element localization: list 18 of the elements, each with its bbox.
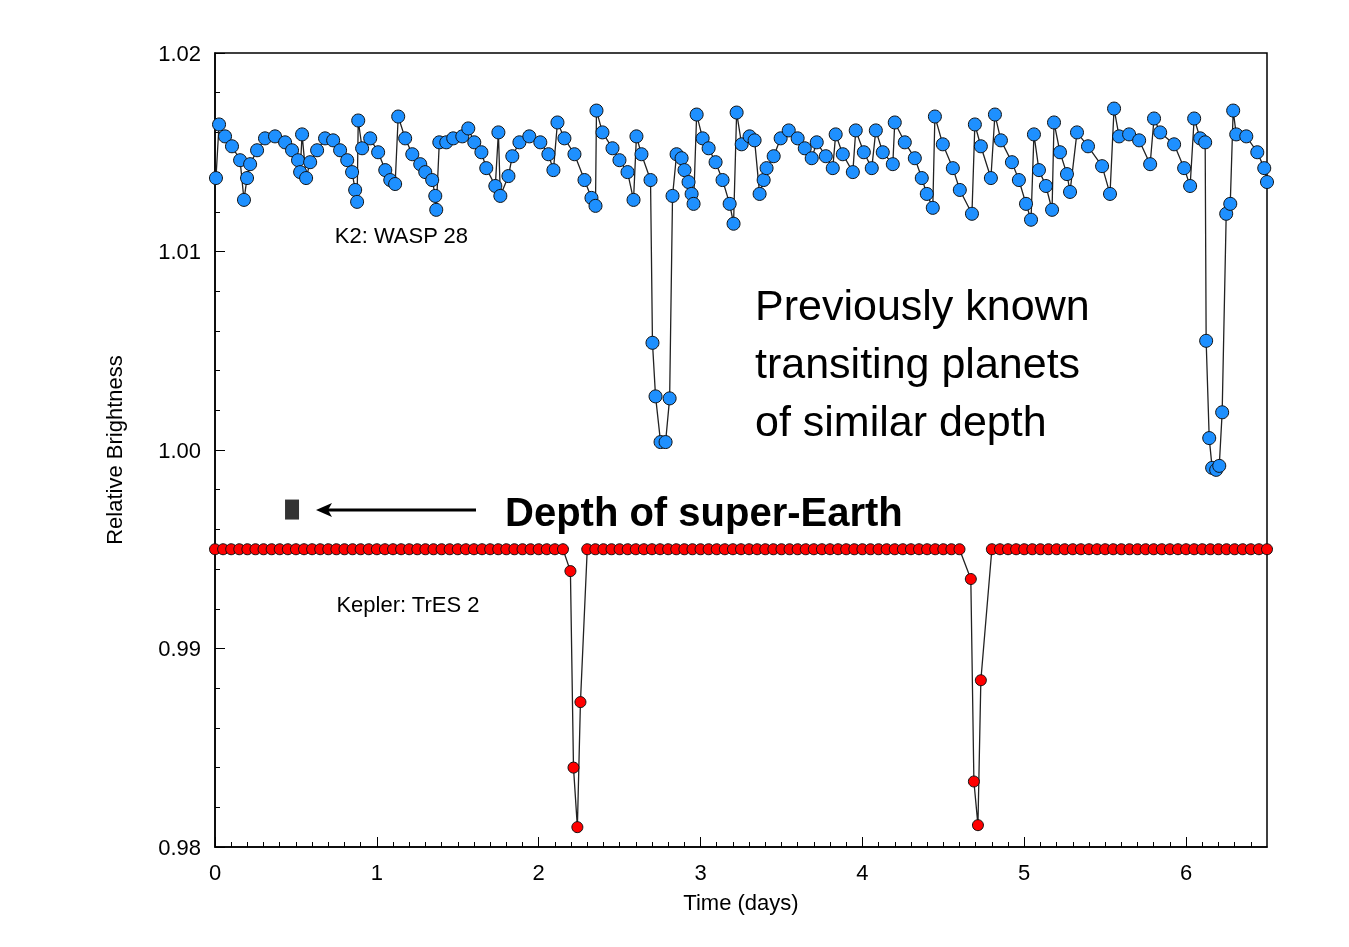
x-tick-label: 5 [1018, 859, 1031, 885]
annotation: Depth of super-Earth [505, 490, 903, 534]
x-tick-label: 1 [370, 859, 383, 885]
y-tick-label: 0.98 [158, 834, 201, 860]
x-tick-label: 2 [532, 859, 545, 885]
y-tick-label: 0.99 [158, 636, 201, 661]
series-label: K2: WASP 28 [334, 223, 469, 249]
y-tick-label: 1.01 [158, 239, 201, 264]
y-tick-label: 1.02 [158, 40, 201, 66]
series-label: Kepler: TrES 2 [336, 592, 480, 618]
annotation: Previously known transiting planets of similar depth [755, 281, 1090, 445]
x-tick-label: 0 [208, 859, 222, 885]
y-tick-label: 1.00 [158, 437, 201, 463]
x-tick-label: 3 [694, 859, 707, 885]
x-axis-title: Time (days) [683, 889, 799, 915]
x-tick-label: 6 [1179, 859, 1193, 885]
x-tick-label: 4 [856, 859, 869, 885]
y-axis-title: Relative Brightness [101, 355, 127, 545]
